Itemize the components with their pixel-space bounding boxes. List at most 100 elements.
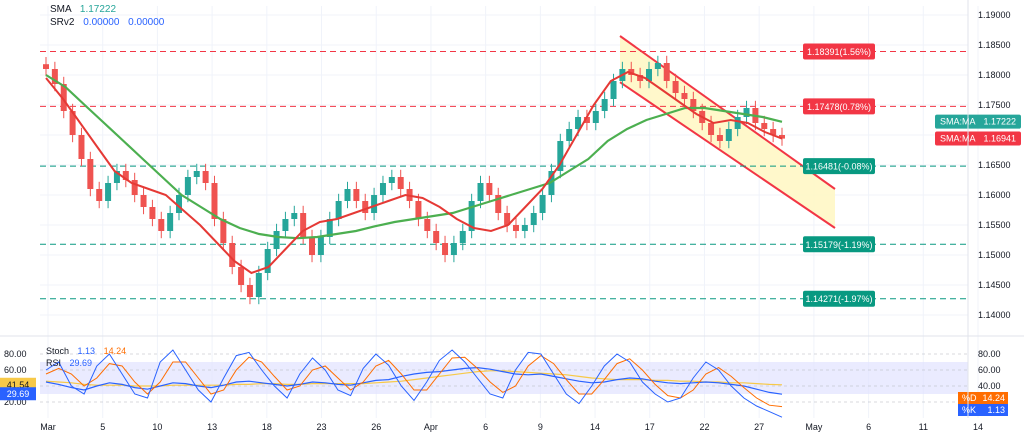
x-tick-label: 14 bbox=[590, 422, 600, 432]
candle-body bbox=[60, 84, 67, 111]
candle-body bbox=[140, 195, 147, 207]
candle-body bbox=[264, 249, 271, 273]
osc-y-tick-right: 60.00 bbox=[978, 365, 1001, 375]
x-tick-label: 22 bbox=[699, 422, 709, 432]
y-tick-label: 1.19000 bbox=[978, 10, 1011, 20]
x-tick-label: 17 bbox=[645, 422, 655, 432]
candle-body bbox=[282, 219, 289, 231]
srv2-value-1: 0.00000 bbox=[83, 17, 120, 28]
level-label-box bbox=[803, 290, 875, 307]
stoch-d-value: 14.24 bbox=[103, 346, 127, 356]
candle-body bbox=[211, 183, 218, 219]
candle-body bbox=[708, 123, 715, 135]
x-tick-label: 14 bbox=[973, 422, 983, 432]
x-tick-label: 26 bbox=[371, 422, 381, 432]
candle-body bbox=[672, 81, 679, 93]
candle-body bbox=[415, 201, 422, 219]
osc-y-tick-left: 60.00 bbox=[4, 365, 27, 375]
osc-left-tag-box bbox=[0, 387, 36, 401]
candle-body bbox=[43, 64, 49, 69]
candle-body bbox=[184, 177, 191, 195]
osc-y-tick-right: 80.00 bbox=[978, 349, 1001, 359]
candle-body bbox=[326, 219, 333, 237]
candle-body bbox=[238, 267, 245, 285]
candle-body bbox=[113, 171, 120, 183]
y-tick-label: 1.15500 bbox=[978, 220, 1011, 230]
candle-body bbox=[78, 135, 85, 159]
stoch-label: Stoch bbox=[46, 346, 70, 356]
candle-body bbox=[317, 237, 324, 255]
osc-right-tag-name: %D bbox=[962, 393, 977, 403]
candle-body bbox=[424, 219, 431, 231]
candle-body bbox=[779, 135, 785, 139]
y-tick-label: 1.15000 bbox=[978, 250, 1011, 260]
candle-body bbox=[761, 123, 768, 129]
candle-body bbox=[300, 213, 307, 237]
price-tag-label: SMA:MA bbox=[940, 117, 976, 127]
candle-body bbox=[273, 231, 280, 249]
sma-label: SMA bbox=[50, 4, 72, 15]
candle-body bbox=[628, 69, 635, 75]
level-label-box bbox=[803, 158, 875, 175]
osc-y-tick-left: 20.00 bbox=[4, 397, 27, 407]
candle-body bbox=[255, 273, 262, 297]
axes: 1.190001.185001.180001.175001.170001.165… bbox=[40, 0, 1021, 432]
osc-left-tag-label: 29.69 bbox=[7, 389, 30, 399]
candle-body bbox=[477, 183, 484, 201]
level-label: 1.18391(1.56%) bbox=[807, 47, 871, 57]
y-tick-label: 1.14000 bbox=[978, 310, 1011, 320]
x-tick-label: 6 bbox=[866, 422, 871, 432]
x-tick-label: Apr bbox=[424, 422, 438, 432]
y-tick-label: 1.14500 bbox=[978, 280, 1011, 290]
y-tick-label: 1.18000 bbox=[978, 70, 1011, 80]
candle-body bbox=[433, 231, 440, 243]
candle-body bbox=[442, 243, 449, 255]
candle-body bbox=[344, 189, 351, 201]
price-tag-value: 1.17222 bbox=[983, 117, 1016, 127]
x-tick-label: 10 bbox=[152, 422, 162, 432]
level-label-box bbox=[803, 236, 875, 253]
candle-body bbox=[220, 219, 227, 243]
price-tag-label: SMA:MA bbox=[940, 134, 976, 144]
candle-body bbox=[504, 213, 511, 225]
rsi-value: 29.69 bbox=[69, 358, 93, 368]
candle-body bbox=[202, 171, 209, 183]
candle-body bbox=[450, 243, 457, 255]
candle-body bbox=[69, 111, 76, 135]
candle-body bbox=[716, 135, 723, 141]
candle-body bbox=[770, 129, 777, 135]
candle-body bbox=[566, 129, 573, 141]
osc-right-tag-value: 1.13 bbox=[987, 405, 1005, 415]
candle-body bbox=[539, 195, 546, 213]
candle-body bbox=[105, 183, 112, 201]
candle-body bbox=[309, 237, 316, 255]
candle-body bbox=[468, 201, 475, 231]
candle-body bbox=[176, 195, 183, 213]
osc-y-tick-left: 80.00 bbox=[4, 349, 27, 359]
rsi-band bbox=[40, 362, 968, 394]
candle-body bbox=[734, 117, 741, 129]
candle-body bbox=[637, 75, 644, 81]
osc-right-tag-box bbox=[958, 404, 1008, 416]
x-tick-label: 13 bbox=[207, 422, 217, 432]
srv2-label: SRv2 bbox=[50, 17, 75, 28]
candle-body bbox=[51, 69, 58, 84]
candle-body bbox=[654, 63, 661, 69]
osc-right-tag-name: %K bbox=[962, 405, 976, 415]
x-tick-label: 6 bbox=[483, 422, 488, 432]
level-label: 1.16481(-0.08%) bbox=[805, 162, 872, 172]
stoch-k-value: 1.13 bbox=[77, 346, 96, 356]
candle-body bbox=[486, 183, 493, 195]
rsi-label: RSI bbox=[46, 358, 62, 368]
candle-body bbox=[663, 63, 670, 81]
candle-body bbox=[601, 99, 608, 111]
x-tick-label: 23 bbox=[317, 422, 327, 432]
candle-body bbox=[158, 219, 165, 231]
candle-body bbox=[592, 111, 599, 123]
candle-body bbox=[388, 177, 395, 183]
osc-right-tag-value: 14.24 bbox=[982, 393, 1005, 403]
candle-body bbox=[743, 108, 750, 117]
candle-body bbox=[122, 171, 129, 180]
candle-body bbox=[521, 225, 528, 231]
sma-legend-row: SMA 1.17222 bbox=[50, 4, 164, 15]
